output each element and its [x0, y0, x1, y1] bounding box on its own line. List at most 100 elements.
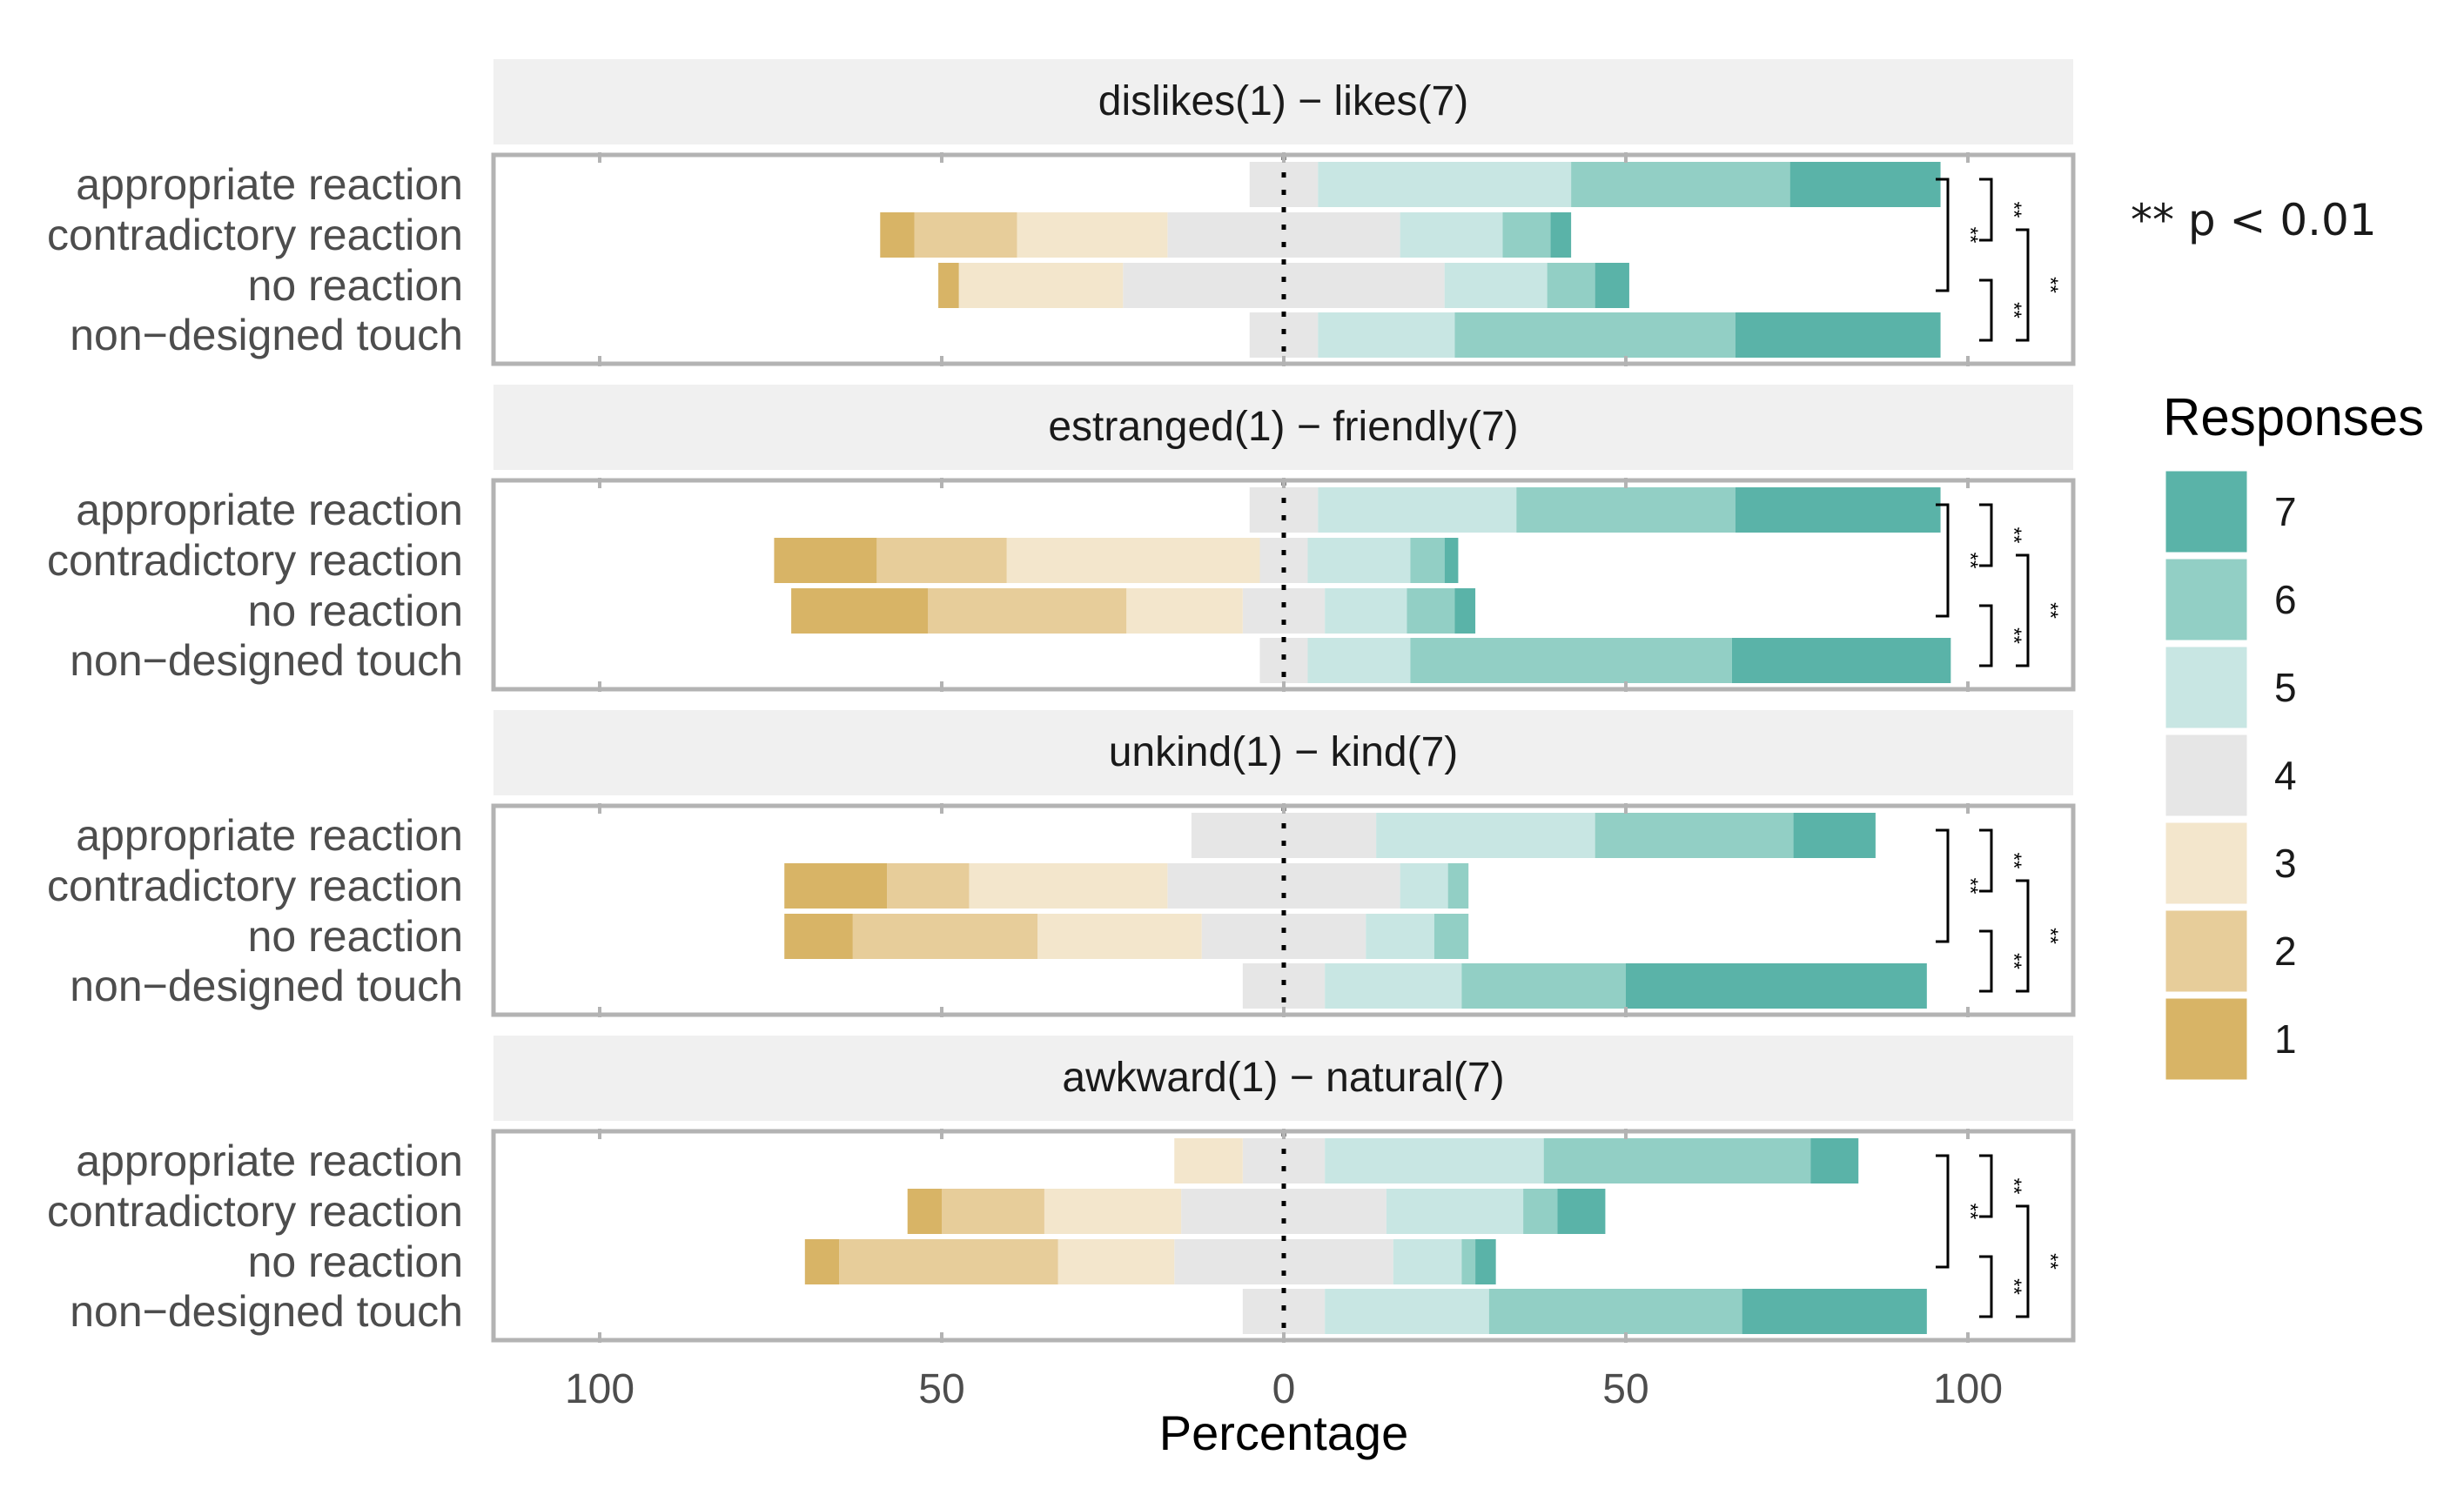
bar-segment-3: [958, 263, 1124, 308]
bar-segment-5: [1325, 963, 1462, 1009]
bar-segment-3: [1174, 1138, 1243, 1183]
bar-segment-1: [774, 538, 877, 583]
significance-bracket: [2016, 879, 2030, 993]
significance-label: **: [1958, 227, 1982, 244]
bar-segment-7: [1444, 538, 1459, 583]
bar-segment-4: [1249, 487, 1319, 533]
bar-segment-5: [1400, 863, 1448, 909]
bar-segment-7: [1793, 813, 1876, 858]
bar-segment-2: [839, 1239, 1058, 1284]
legend-label: 3: [2274, 841, 2297, 886]
significance-bracket: [1979, 604, 1993, 667]
legend-key-5: [2163, 644, 2250, 731]
legend-title: Responses: [2163, 388, 2424, 446]
bar-segment-4: [1242, 588, 1326, 634]
bar-segment-5: [1366, 914, 1434, 959]
legend-key-1: [2163, 996, 2250, 1083]
bar-segment-5: [1444, 263, 1548, 308]
bar-segment-7: [1742, 1289, 1927, 1334]
significance-label: **: [1958, 1204, 1982, 1220]
bar-segment-4: [1181, 1189, 1386, 1234]
bar-segment-5: [1318, 487, 1517, 533]
legend-key-4: [2163, 732, 2250, 819]
significance-label: **: [2002, 302, 2025, 319]
x-tick-label: 50: [918, 1366, 964, 1412]
significance-label: **: [2038, 928, 2062, 944]
bar-segment-3: [1006, 538, 1260, 583]
bar-segment-1: [784, 863, 888, 909]
bar-segment-5: [1318, 162, 1572, 207]
bar-segment-7: [1626, 963, 1927, 1009]
category-label: no reaction: [248, 587, 463, 635]
bar-segment-4: [1191, 813, 1377, 858]
bar-segment-7: [1595, 263, 1629, 308]
legend-label: 4: [2274, 753, 2297, 798]
bar-segment-6: [1461, 1239, 1476, 1284]
significance-bracket: [1979, 503, 1993, 567]
significance-bracket: [1936, 503, 1950, 618]
category-label: appropriate reaction: [76, 486, 463, 534]
bar-segment-7: [1550, 212, 1572, 258]
bar-segment-6: [1410, 638, 1732, 683]
facet-panel: estranged(1) − friendly(7) appropriate re…: [47, 385, 2076, 692]
bar-segment-7: [1735, 312, 1941, 358]
category-label: appropriate reaction: [76, 160, 463, 209]
bar-segment-5: [1318, 312, 1455, 358]
bar-segment-4: [1249, 162, 1319, 207]
category-label: contradictory reaction: [47, 536, 463, 585]
bar-segment-2: [942, 1189, 1044, 1234]
bar-segment-2: [914, 212, 1017, 258]
significance-bracket: [1979, 828, 1993, 893]
bar-segment-5: [1325, 588, 1407, 634]
bar-segment-2: [876, 538, 1007, 583]
bar-segment-6: [1516, 487, 1736, 533]
bar-segment-5: [1393, 1239, 1462, 1284]
significance-label: **: [1958, 553, 1982, 569]
category-label: no reaction: [248, 1237, 463, 1286]
bar-segment-5: [1307, 538, 1411, 583]
category-label: contradictory reaction: [47, 862, 463, 910]
legend-label: 5: [2274, 665, 2297, 710]
category-label: non−designed touch: [70, 311, 463, 359]
facet-strip: [493, 385, 2073, 470]
bar-segment-1: [880, 212, 915, 258]
bar-segment-5: [1400, 212, 1503, 258]
significance-bracket: [1979, 929, 1993, 993]
bar-segment-3: [1037, 914, 1202, 959]
significance-label: **: [2002, 953, 2025, 969]
legend-key-3: [2163, 820, 2250, 907]
bar-segment-3: [969, 863, 1168, 909]
bar-segment-6: [1502, 212, 1551, 258]
x-tick-label: 100: [565, 1366, 634, 1412]
facet-strip: [493, 1036, 2073, 1121]
bar-segment-7: [1731, 638, 1951, 683]
bar-segment-6: [1461, 963, 1626, 1009]
bar-segment-6: [1547, 263, 1595, 308]
significance-label: **: [2002, 627, 2025, 644]
significance-label: **: [2038, 602, 2062, 619]
bar-segment-3: [1017, 212, 1168, 258]
bar-segment-4: [1259, 538, 1308, 583]
significance-bracket: [1936, 828, 1950, 943]
facet-strip: [493, 59, 2073, 144]
significance-bracket: [2016, 1204, 2030, 1318]
category-label: no reaction: [248, 912, 463, 961]
bar-segment-6: [1571, 162, 1790, 207]
bar-segment-1: [784, 914, 853, 959]
bar-segment-7: [1475, 1239, 1496, 1284]
significance-bracket: [2016, 553, 2030, 667]
legend-label: 7: [2274, 489, 2297, 534]
bar-segment-6: [1488, 1289, 1742, 1334]
bar-segment-5: [1376, 813, 1595, 858]
bar-segment-6: [1595, 813, 1794, 858]
bar-segment-5: [1386, 1189, 1524, 1234]
bar-segment-6: [1447, 863, 1469, 909]
facet-title: unkind(1) − kind(7): [1109, 729, 1459, 775]
category-label: contradictory reaction: [47, 1187, 463, 1236]
facet-panel: unkind(1) − kind(7) appropriate reactionc…: [47, 710, 2076, 1017]
bar-segment-1: [938, 263, 959, 308]
legend-label: 6: [2274, 577, 2297, 622]
bar-segment-4: [1242, 1138, 1326, 1183]
category-label: no reaction: [248, 261, 463, 310]
